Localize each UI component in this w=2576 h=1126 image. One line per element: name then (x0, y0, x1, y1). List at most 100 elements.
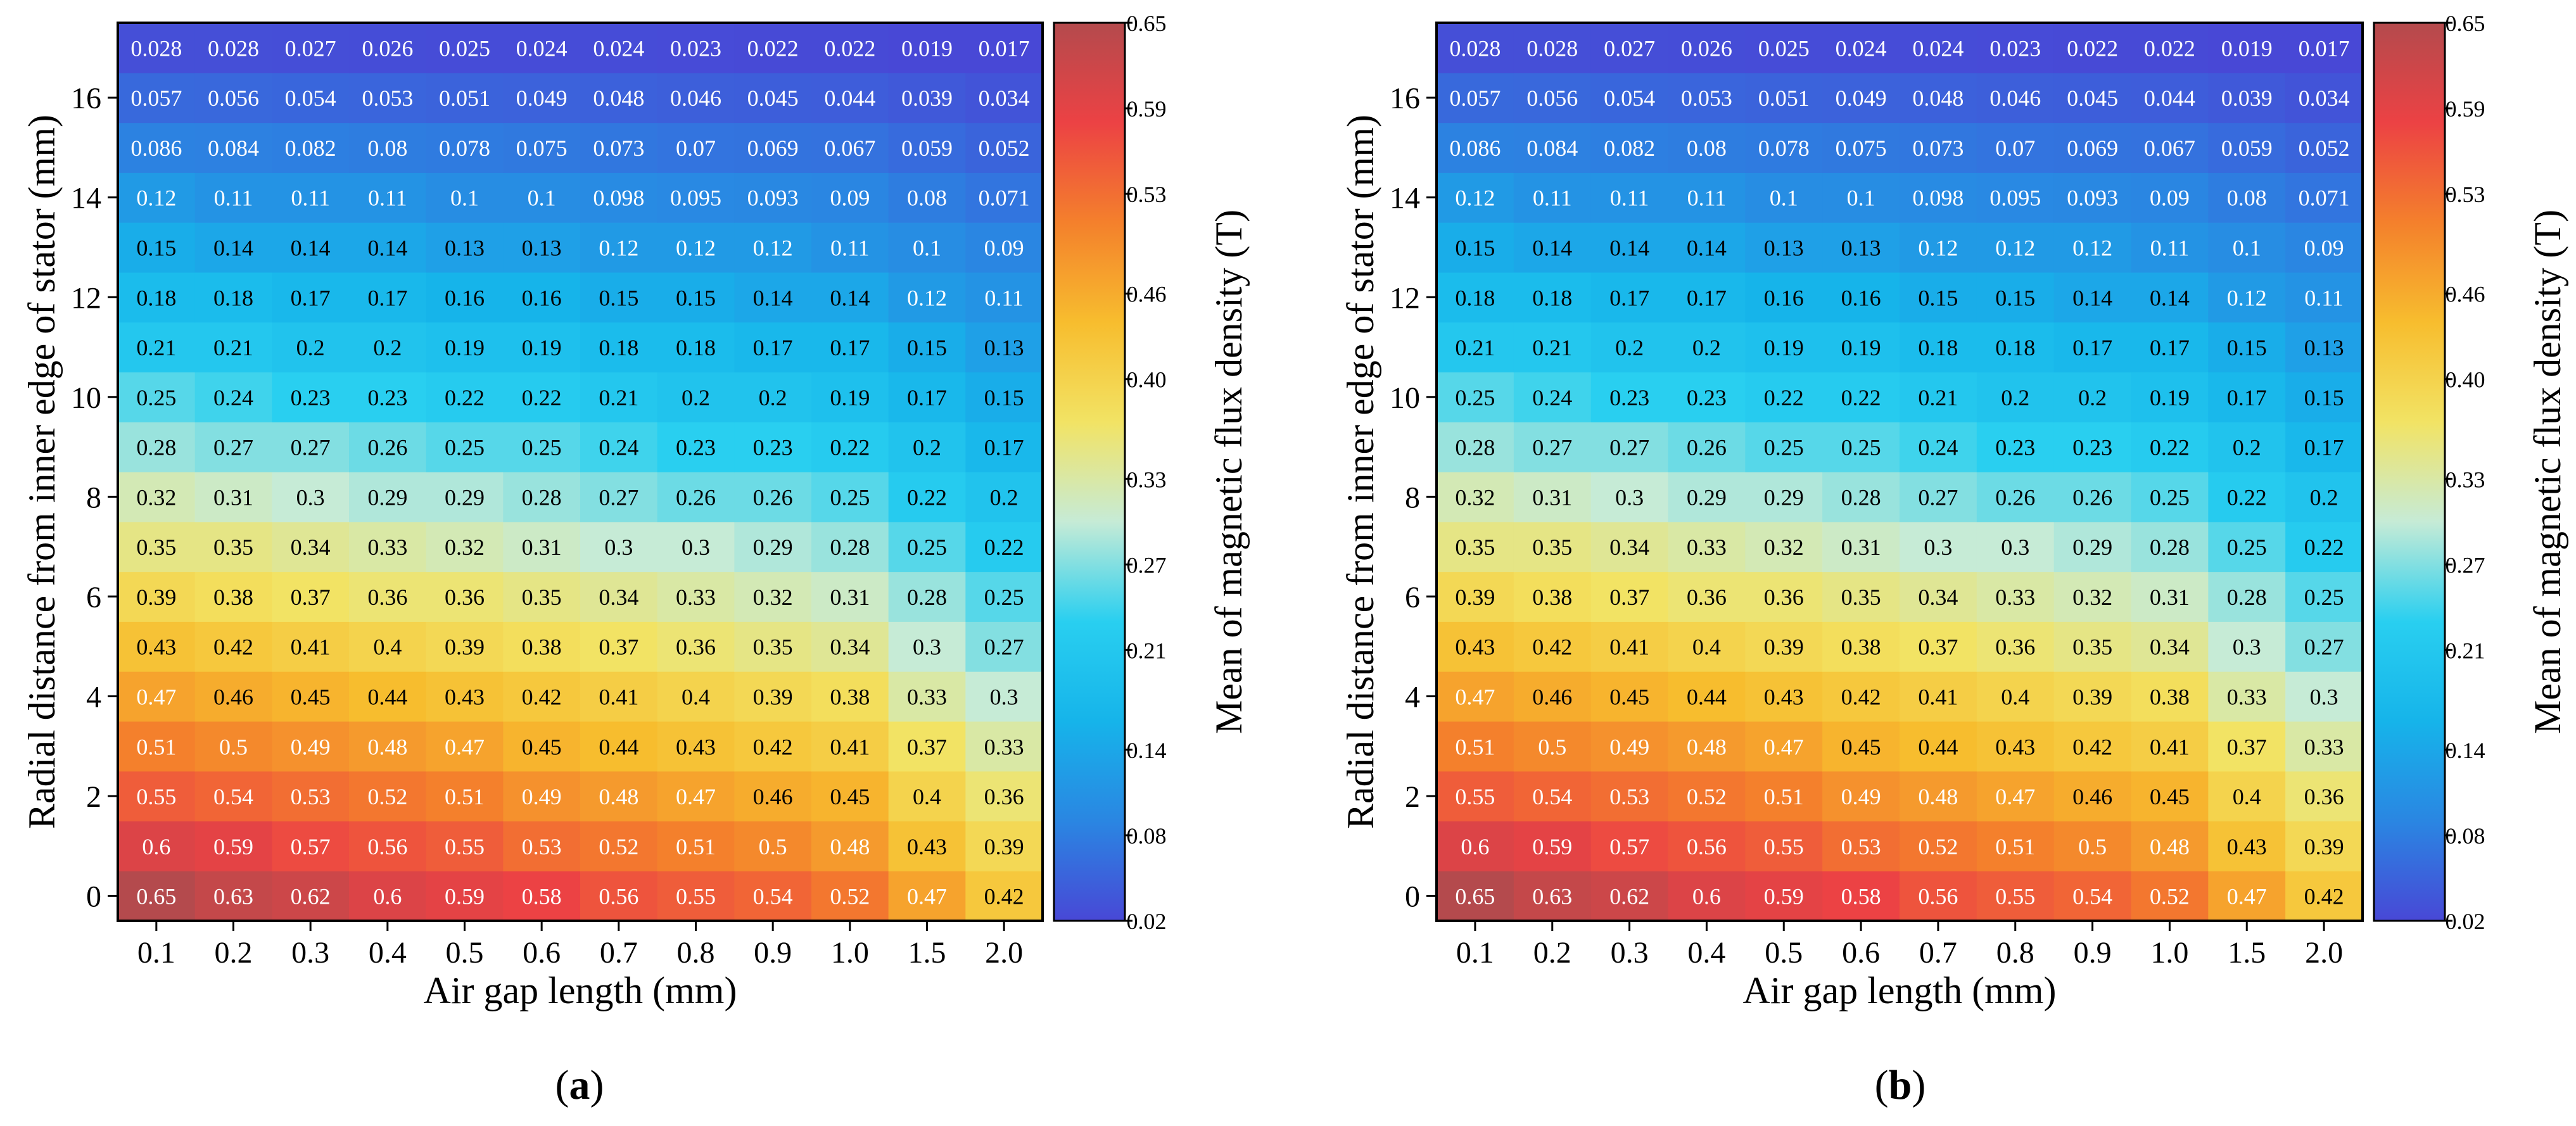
cell-value-label: 0.049 (1836, 85, 1887, 111)
cell-value-label: 0.28 (2227, 585, 2267, 610)
cell-value-label: 0.024 (1912, 35, 1964, 61)
cell-value-label: 0.19 (830, 385, 870, 410)
cell-value-label: 0.25 (1764, 435, 1804, 460)
heatmap-cell (2053, 372, 2132, 422)
x-tick-label: 2.0 (2305, 936, 2343, 970)
heatmap-cell (811, 272, 889, 323)
cell-value-label: 0.21 (213, 335, 253, 360)
y-tick-label: 10 (71, 381, 101, 415)
cell-value-label: 0.31 (830, 585, 870, 610)
heatmap-cell (1822, 871, 1900, 921)
heatmap-cell (1590, 272, 1669, 323)
heatmap-cell (1900, 621, 1977, 672)
cell-value-label: 0.65 (136, 884, 176, 909)
heatmap-cell (272, 621, 350, 672)
colorbar-tick-label: 0.59 (1127, 96, 1167, 122)
cell-value-label: 0.46 (213, 685, 253, 710)
heatmap-cell (1822, 521, 1900, 572)
heatmap-cell (118, 172, 196, 223)
heatmap-cell (1590, 72, 1669, 123)
cell-value-label: 0.2 (2078, 385, 2107, 410)
cell-value-label: 0.41 (2150, 734, 2190, 759)
heatmap-cell (118, 472, 196, 522)
cell-value-label: 0.37 (599, 635, 638, 660)
heatmap-cell (1900, 422, 1977, 472)
colorbar-tick-label: 0.02 (2446, 909, 2485, 934)
heatmap-cell (1668, 72, 1746, 123)
heatmap-cell (272, 871, 350, 921)
cell-value-label: 0.11 (1610, 186, 1649, 211)
cell-value-label: 0.067 (824, 136, 875, 161)
cell-value-label: 0.21 (1918, 385, 1958, 410)
heatmap-cell (888, 372, 966, 422)
cell-value-label: 0.53 (291, 784, 331, 809)
cell-value-label: 0.025 (1758, 35, 1810, 61)
heatmap-cell (1513, 472, 1592, 522)
cell-value-label: 0.4 (682, 685, 710, 710)
cell-value-label: 0.14 (2072, 285, 2112, 310)
colorbar-tick-label: 0.65 (1127, 11, 1167, 36)
heatmap-cell (503, 272, 581, 323)
cell-value-label: 0.31 (2150, 585, 2190, 610)
cell-value-label: 0.057 (130, 85, 182, 111)
heatmap-cell (272, 322, 350, 373)
cell-value-label: 0.051 (1758, 85, 1810, 111)
x-tick-label: 1.0 (831, 936, 869, 970)
heatmap-cell (2285, 272, 2363, 323)
cell-value-label: 0.086 (130, 136, 182, 161)
colorbar-tick-label: 0.21 (1127, 638, 1167, 663)
cell-value-label: 0.32 (136, 484, 176, 510)
heatmap-cell (2053, 821, 2132, 871)
cell-value-label: 0.026 (362, 35, 413, 61)
cell-value-label: 0.078 (439, 136, 490, 161)
heatmap-cell (1822, 821, 1900, 871)
cell-value-label: 0.38 (830, 685, 870, 710)
heatmap-cell (194, 422, 272, 472)
cell-value-label: 0.28 (522, 484, 562, 510)
cell-value-label: 0.48 (830, 834, 870, 859)
heatmap-cell (1437, 821, 1514, 871)
cell-value-label: 0.33 (2227, 685, 2267, 710)
heatmap-cell (503, 521, 581, 572)
heatmap-cell (1668, 871, 1746, 921)
heatmap-cell (503, 372, 581, 422)
cell-value-label: 0.23 (291, 385, 331, 410)
heatmap-cell (1745, 871, 1823, 921)
y-tick-label: 14 (71, 182, 101, 215)
heatmap-cell (118, 372, 196, 422)
heatmap-cell (118, 521, 196, 572)
heatmap-cell (1822, 372, 1900, 422)
heatmap-cell (2053, 871, 2132, 921)
x-tick-label: 0.7 (600, 936, 638, 970)
heatmap-cell (888, 23, 966, 73)
heatmap-cell (2208, 472, 2286, 522)
x-tick-label: 0.5 (446, 936, 484, 970)
heatmap-cell (194, 521, 272, 572)
cell-value-label: 0.56 (1918, 884, 1958, 909)
cell-value-label: 0.14 (753, 285, 793, 310)
cell-value-label: 0.028 (130, 35, 182, 61)
heatmap-cell (2053, 322, 2132, 373)
colorbar-tick-label: 0.65 (2446, 11, 2485, 36)
cell-value-label: 0.42 (2072, 734, 2112, 759)
cell-value-label: 0.15 (136, 236, 176, 261)
heatmap-cell (2131, 372, 2209, 422)
heatmap-cell (194, 821, 272, 871)
y-tick-label: 0 (1405, 880, 1420, 914)
cell-value-label: 0.57 (1609, 834, 1649, 859)
cell-value-label: 0.2 (990, 484, 1018, 510)
heatmap-cell (580, 72, 658, 123)
cell-value-label: 0.23 (676, 435, 716, 460)
cell-value-label: 0.25 (522, 435, 562, 460)
y-tick-label: 10 (1390, 381, 1420, 415)
cell-value-label: 0.11 (984, 285, 1024, 310)
heatmap-cell (503, 72, 581, 123)
cell-value-label: 0.3 (1615, 484, 1644, 510)
heatmap-cell (2208, 671, 2286, 722)
cell-value-label: 0.39 (753, 685, 793, 710)
cell-value-label: 0.57 (291, 834, 331, 859)
heatmap-cell (1437, 871, 1514, 921)
cell-value-label: 0.28 (1455, 435, 1495, 460)
heatmap-cell (580, 422, 658, 472)
cell-value-label: 0.082 (1604, 136, 1655, 161)
